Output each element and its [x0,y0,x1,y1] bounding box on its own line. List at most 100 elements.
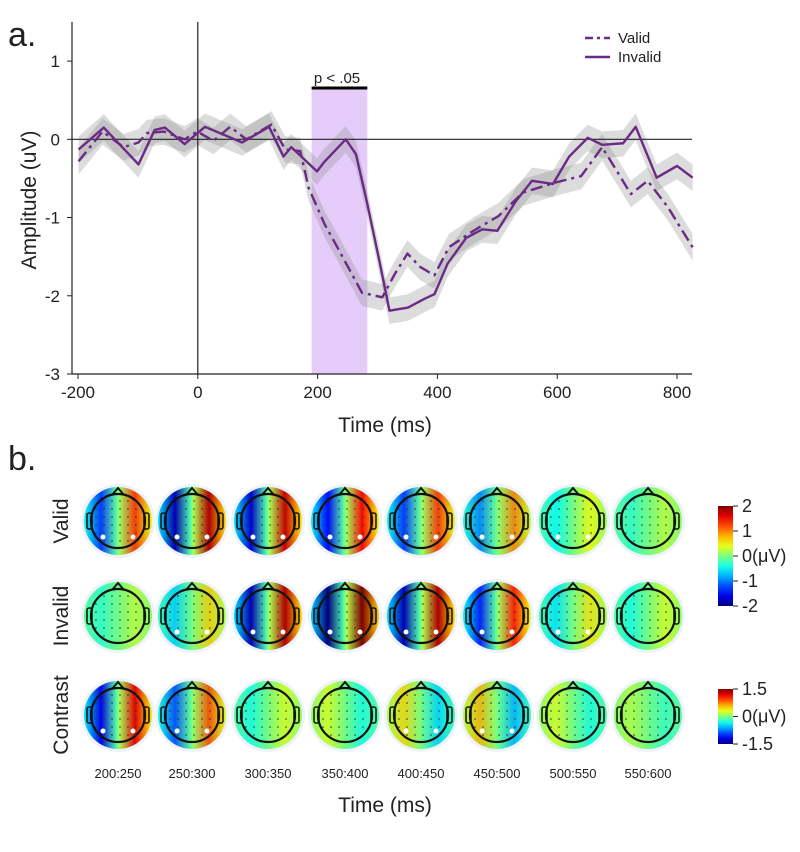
colorbar-tick-label: 0(μV) [742,707,786,727]
electrode-marker [174,728,180,734]
head-outline [544,587,602,645]
topomap-valid-500:550 [536,484,610,558]
nose-icon [490,581,504,591]
electrode-marker [585,629,591,635]
y-tick-label: -2 [45,287,60,306]
x-axis-label: Time (ms) [338,414,432,437]
nose-icon [566,581,580,591]
electrode-marker [403,728,409,734]
electrode-marker [433,534,439,540]
electrode-marker [403,534,409,540]
time-window-label: 400:450 [398,766,445,781]
topomap-valid-300:350 [231,484,305,558]
head-outline [239,686,297,744]
colorbar-tick-label: 0(μV) [742,546,786,566]
nose-icon [490,486,504,496]
nose-icon [566,486,580,496]
colorbar-tick-label: 1 [742,521,752,541]
nose-icon [338,680,352,690]
colorbar-b [718,689,733,744]
electrode-marker [100,534,106,540]
head-outline [89,492,147,550]
electrode-marker [130,534,136,540]
topomap-valid-250:300 [155,484,229,558]
nose-icon [641,486,655,496]
x-tick-label: -200 [61,383,95,402]
electrode-marker [280,629,286,635]
head-outline [163,587,221,645]
nose-icon [261,486,275,496]
electrode-marker [327,629,333,635]
time-window-label: 250:300 [169,766,216,781]
x-tick-label: 200 [303,383,331,402]
topomap-invalid-200:250 [81,579,155,653]
electrode-marker [130,728,136,734]
x-tick-label: 0 [193,383,202,402]
nose-icon [185,581,199,591]
topomap-contrast-350:400 [308,678,382,752]
erp-chart: -200 0 200 400 600 800 1 0 -1 -2 -3 [45,22,694,402]
nose-icon [111,486,125,496]
time-window-label: 300:350 [245,766,292,781]
colorbar-tick-label: 1.5 [742,679,767,699]
topomap-valid-350:400 [308,484,382,558]
x-tick-label: 800 [663,383,691,402]
colorbar-tick-label: 2 [742,496,752,516]
series-line-invalid [77,125,694,312]
significance-label: p < .05 [314,70,360,87]
x-tick-label: 400 [423,383,451,402]
nose-icon [338,486,352,496]
nose-icon [414,680,428,690]
y-tick-label: 0 [51,130,60,149]
row-label-invalid: Invalid [50,586,73,647]
nose-icon [641,581,655,591]
topomap-valid-550:600 [611,484,685,558]
topomap-invalid-400:450 [384,579,458,653]
electrode-marker [280,534,286,540]
electrode-marker [479,629,485,635]
legend-valid-label: Valid [618,30,650,47]
electrode-marker [250,534,256,540]
panel-a-label: a. [8,16,36,54]
time-window-label: 500:550 [550,766,597,781]
electrode-marker [174,534,180,540]
head-outline [392,587,450,645]
head-outline [619,686,677,744]
head-outline [392,686,450,744]
topomap-invalid-250:300 [155,579,229,653]
electrode-marker [204,534,210,540]
head-outline [544,492,602,550]
head-outline [239,492,297,550]
electrode-marker [204,728,210,734]
y-axis-label: Amplitude (uV) [18,131,41,270]
nose-icon [641,680,655,690]
topomap-grid [81,484,685,752]
nose-icon [338,581,352,591]
panel-b-label: b. [8,440,36,478]
head-outline [316,686,374,744]
head-outline [316,587,374,645]
head-outline [468,686,526,744]
head-outline [89,587,147,645]
electrode-marker [509,728,515,734]
electrode-marker [509,629,515,635]
electrode-marker [403,629,409,635]
topomap-contrast-550:600 [611,678,685,752]
topomap-invalid-550:600 [611,579,685,653]
head-outline [316,492,374,550]
nose-icon [261,581,275,591]
topomap-contrast-400:450 [384,678,458,752]
head-outline [163,686,221,744]
topomap-invalid-350:400 [308,579,382,653]
topomap-valid-400:450 [384,484,458,558]
head-outline [392,492,450,550]
colorbar-tick-label: -1.5 [742,734,773,754]
head-outline [619,492,677,550]
head-outline [468,587,526,645]
electrode-marker [509,534,515,540]
electrode-marker [433,728,439,734]
nose-icon [490,680,504,690]
head-outline [544,686,602,744]
nose-icon [111,680,125,690]
